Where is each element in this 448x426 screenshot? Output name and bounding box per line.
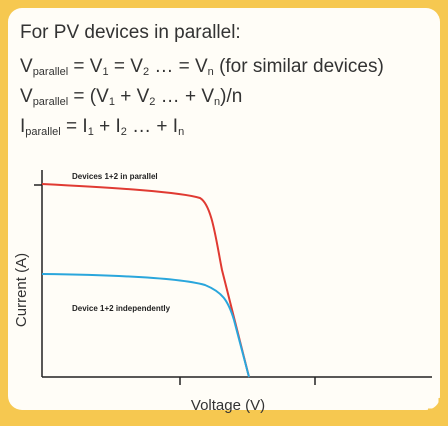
- formula: Iparallel = I1 + I2 … + In: [20, 116, 184, 138]
- formula-text: = I: [60, 116, 88, 137]
- independent-curve: [41, 273, 250, 378]
- corner-mark: [428, 398, 442, 412]
- formula-text: (for similar devices): [213, 56, 384, 77]
- curve-label: Devices 1+2 in parallel: [72, 172, 158, 181]
- x-axis-label: Voltage (V): [191, 397, 265, 414]
- formula: Vparallel = (V1 + V2 … + Vn)/n: [20, 86, 242, 108]
- formula: Vparallel = V1 = V2 … = Vn (for similar …: [20, 56, 384, 78]
- panel: [8, 8, 440, 410]
- formula-text: … = V: [149, 56, 208, 77]
- formula-text: … + V: [155, 86, 214, 107]
- subscript: n: [207, 66, 214, 78]
- formula-text: = V: [108, 56, 143, 77]
- subscript: 1: [87, 126, 94, 138]
- y-axis-label: Current (A): [13, 253, 30, 327]
- formula-text: … + I: [126, 116, 179, 137]
- subscript: 2: [120, 126, 127, 138]
- formula-text: I: [20, 116, 26, 137]
- curve-label: Device 1+2 independently: [72, 304, 171, 313]
- formula-text: + V: [114, 86, 150, 107]
- subscript: n: [178, 126, 185, 138]
- formula-text: V: [20, 56, 33, 77]
- subscript: 1: [102, 66, 109, 78]
- subscript: parallel: [25, 126, 61, 138]
- heading: For PV devices in parallel:: [20, 22, 241, 43]
- formula-text: = (V: [68, 86, 109, 107]
- formula-text: + I: [93, 116, 121, 137]
- formula-text: )/n: [220, 86, 243, 107]
- subscript: 2: [142, 66, 150, 78]
- parallel-curve: [41, 183, 250, 378]
- subscript: n: [214, 96, 221, 108]
- subscript: 2: [149, 96, 156, 108]
- formula-text: V: [20, 86, 33, 107]
- formula-text: = V: [68, 56, 103, 77]
- subscript: 1: [108, 96, 115, 108]
- subscript: parallel: [32, 66, 69, 78]
- subscript: parallel: [32, 96, 69, 108]
